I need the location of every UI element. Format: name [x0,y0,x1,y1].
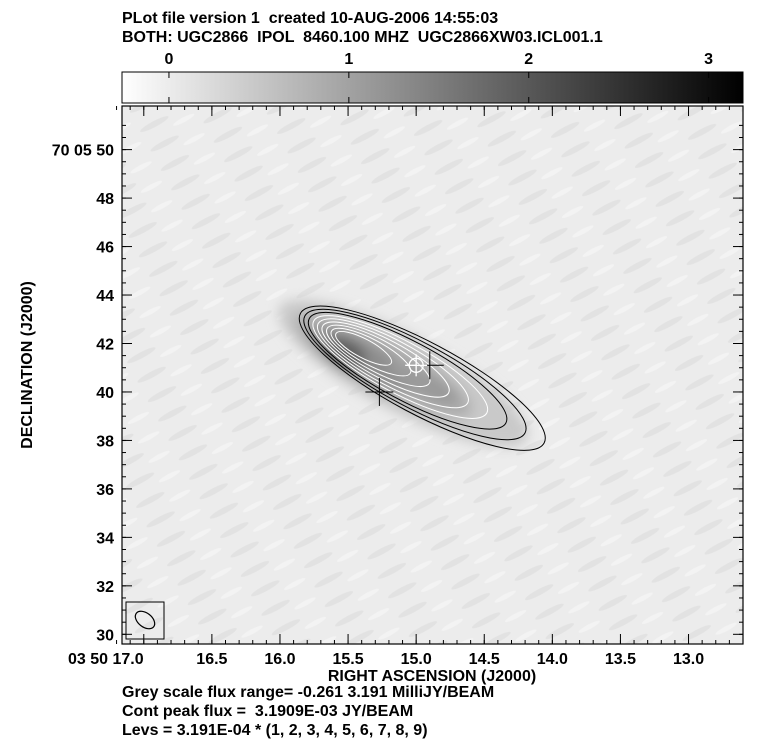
colorbar-tick-label: 0 [164,51,173,68]
colorbar-ticks: 0 1 2 3 [164,51,713,103]
x-tick-label: 15.0 [401,651,432,668]
y-tick-label: 44 [96,288,114,305]
contour-level-1 [298,305,546,451]
x-tick-label: 13.5 [605,651,636,668]
image-panel: 03 50 17.0 16.5 16.0 15.5 15.0 14.5 14.0 13.5 13… [52,105,744,668]
y-tick-label: 42 [96,336,114,353]
contour-level-6 [321,321,450,398]
contour-level-2 [303,308,527,441]
y-axis-ticks: 70 05 50 48 46 44 42 40 38 36 34 32 30 [52,124,743,644]
contour-level-4 [312,315,489,419]
x-tick-label: 03 50 17.0 [68,651,144,668]
colorbar-tick-label: 2 [524,51,533,68]
contour-peak-flux-note: Cont peak flux = 3.1909E-03 JY/BEAM [122,703,414,720]
y-tick-label: 30 [96,627,114,644]
plot-header-line-1: PLot file version 1 created 10-AUG-2006 … [122,10,499,27]
y-tick-label: 40 [96,385,114,402]
emission-component [387,361,459,406]
x-axis-title: RIGHT ASCENSION (J2000) [328,668,536,685]
contour-level-8 [330,327,412,377]
colorbar-tick-label: 3 [704,51,713,68]
beam-ellipse [134,610,156,630]
y-tick-label: 32 [96,579,114,596]
colorbar-gradient-bar [121,71,744,104]
x-tick-label: 14.5 [469,651,500,668]
x-tick-label: 16.5 [196,651,227,668]
y-tick-label: 48 [96,191,114,208]
contour-level-3 [307,311,508,430]
x-tick-label: 14.0 [537,651,568,668]
x-tick-label: 13.0 [673,651,704,668]
contour-level-7 [326,324,431,387]
colorbar: 0 1 2 3 [121,51,744,104]
plot-frame [121,105,744,645]
y-tick-label: 46 [96,240,114,257]
contour-level-5 [316,318,469,409]
contour-levels-note: Levs = 3.191E-04 * (1, 2, 3, 4, 5, 6, 7,… [122,722,428,739]
contour-lines [298,305,546,451]
position-markers [365,351,444,406]
y-tick-label: 70 05 50 [52,143,114,160]
x-axis-ticks: 03 50 17.0 16.5 16.0 15.5 15.0 14.5 14.0 13.5 13… [68,106,730,668]
contour-level-9 [335,330,393,366]
grey-scale-range-note: Grey scale flux range= -0.261 3.191 Mill… [122,684,495,701]
x-tick-label: 15.5 [332,651,363,668]
y-tick-label: 34 [96,530,114,547]
y-tick-label: 36 [96,482,114,499]
y-tick-label: 38 [96,433,114,450]
y-axis-title: DECLINATION (J2000) [19,281,36,449]
colorbar-tick-label: 1 [344,51,353,68]
beam-box [125,601,165,640]
x-tick-label: 16.0 [264,651,295,668]
plot-header-line-2: BOTH: UGC2866 IPOL 8460.100 MHZ UGC2866X… [122,29,603,46]
